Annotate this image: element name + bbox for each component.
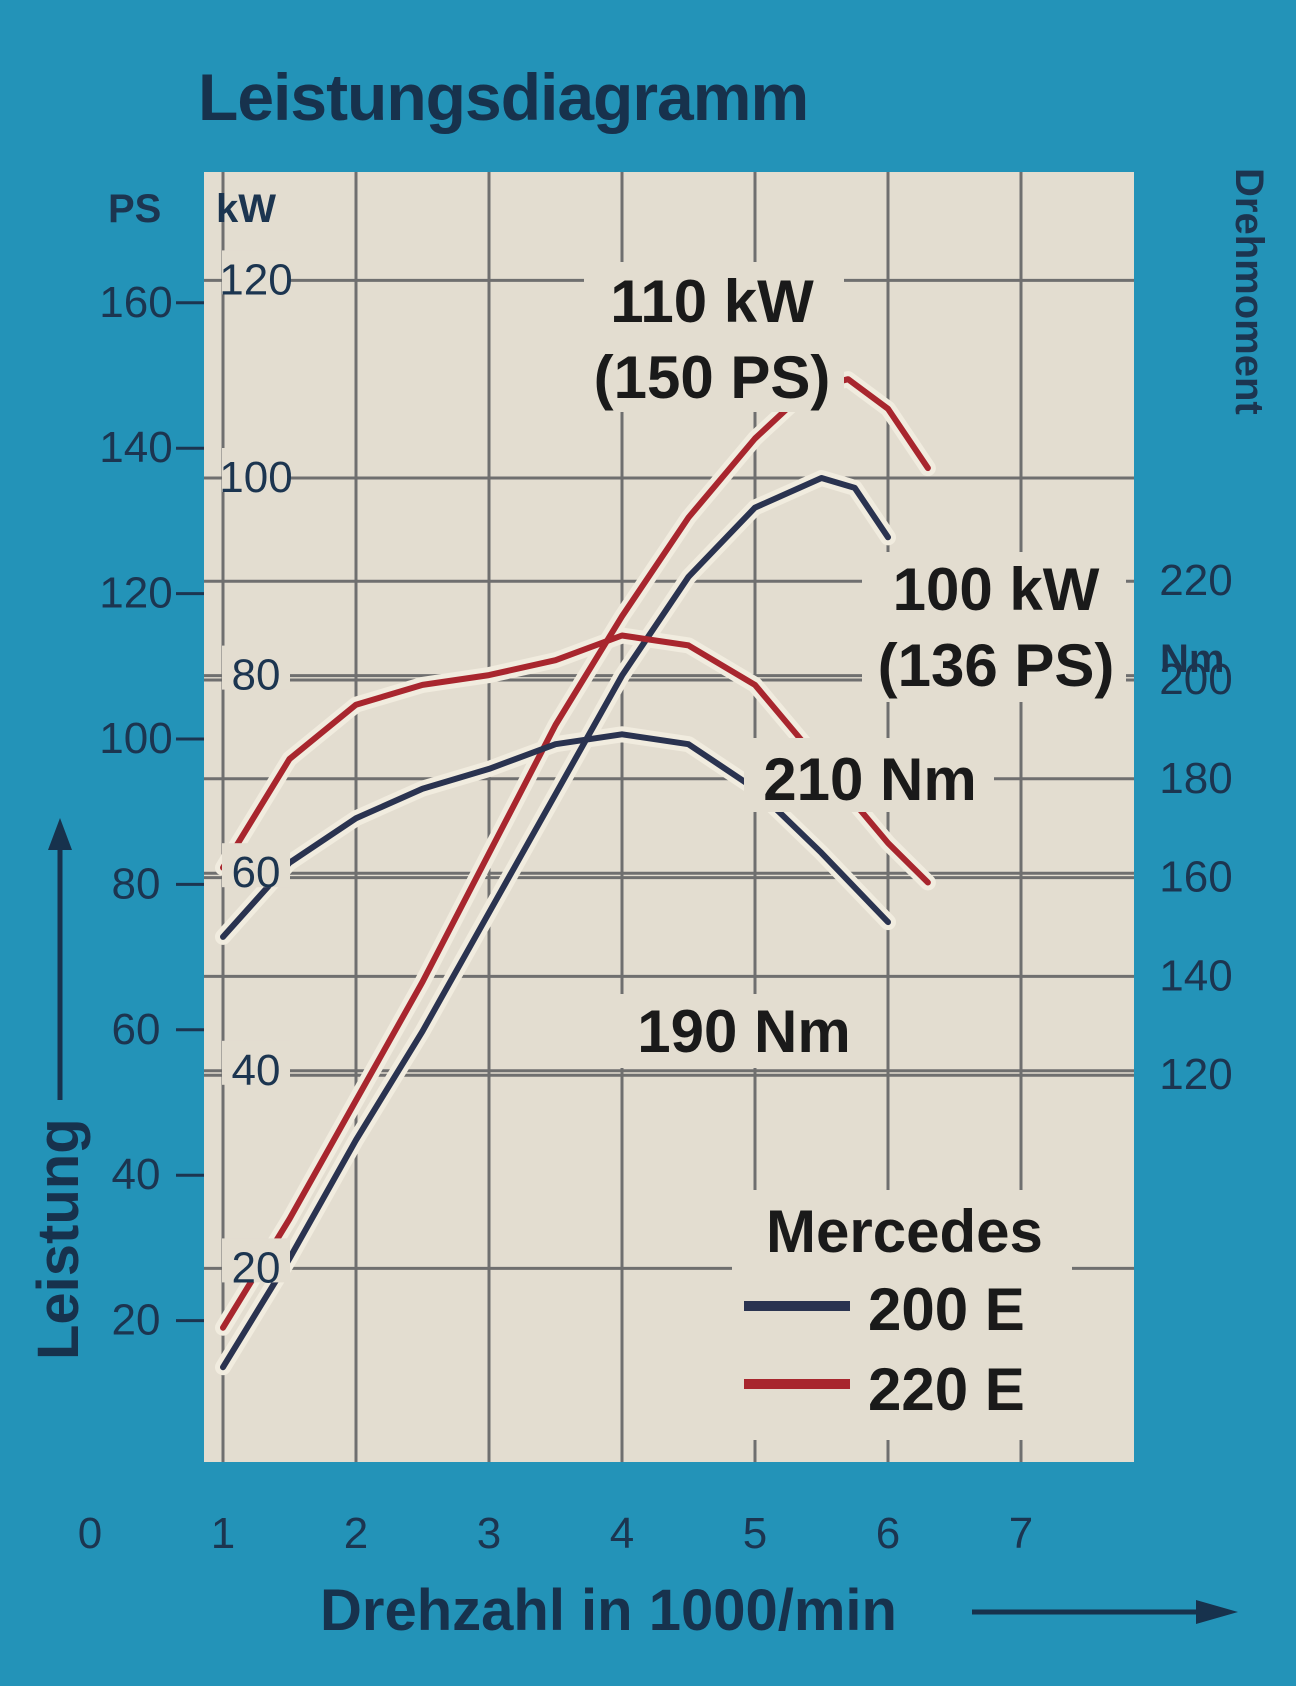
x-axis-label: Drehzahl in 1000/min <box>320 1578 897 1643</box>
chart-title: Leistungsdiagramm <box>198 60 808 134</box>
kw-tick-label: 100 <box>219 453 292 502</box>
kw-tick-label: 120 <box>219 255 292 304</box>
nm-tick-label: 160 <box>1159 853 1232 902</box>
left-axis-arrow-head <box>48 818 72 850</box>
annotation-110kw: 110 kW (150 PS) <box>584 262 844 412</box>
annotation-190nm-text: 190 Nm <box>637 998 850 1065</box>
legend: Mercedes 200 E 220 E <box>732 1190 1072 1440</box>
nm-tick-label: 120 <box>1159 1050 1232 1099</box>
ps-tick-label: 120 <box>99 569 172 618</box>
x-tick-label: 0 <box>78 1509 102 1558</box>
kw-tick-background <box>222 843 290 888</box>
kw-tick-label: 60 <box>232 848 281 897</box>
kw-tick-label: 40 <box>232 1046 281 1095</box>
nm-tick-label: 220 <box>1159 556 1232 605</box>
ps-unit-label: PS <box>108 187 161 231</box>
annotation-100kw-line2: (136 PS) <box>878 632 1115 699</box>
nm-tick-label: 200 <box>1159 655 1232 704</box>
annotation-190nm: 190 Nm <box>620 994 870 1068</box>
legend-title: Mercedes <box>766 1198 1043 1265</box>
kw-unit-label: kW <box>216 187 276 231</box>
kw-tick-background <box>222 448 290 492</box>
kw-tick-label: 80 <box>232 651 281 700</box>
ps-tick-label: 160 <box>99 278 172 327</box>
x-tick-label: 5 <box>743 1509 767 1558</box>
right-axis-label: Drehmoment <box>1227 168 1271 415</box>
x-axis-arrow-head <box>1196 1600 1238 1624</box>
annotation-110kw-line1: 110 kW <box>610 268 814 335</box>
ps-tick-label: 140 <box>99 423 172 472</box>
x-tick-label: 3 <box>477 1509 501 1558</box>
x-tick-label: 2 <box>344 1509 368 1558</box>
ps-tick-label: 20 <box>112 1296 161 1345</box>
x-tick-label: 6 <box>876 1509 900 1558</box>
nm-tick-label: 180 <box>1159 754 1232 803</box>
kw-tick-label: 20 <box>232 1243 281 1292</box>
x-tick-label: 4 <box>610 1509 634 1558</box>
ps-tick-label: 80 <box>112 859 161 908</box>
annotation-100kw-line1: 100 kW <box>893 556 1100 623</box>
x-tick-label: 7 <box>1009 1509 1033 1558</box>
left-axis-label: Leistung <box>26 1118 91 1360</box>
kw-tick-background <box>222 1238 290 1283</box>
kw-tick-background <box>222 250 290 295</box>
series-line-power_220 <box>220 376 931 1331</box>
annotation-210nm-text: 210 Nm <box>763 746 976 813</box>
annotation-110kw-line2: (150 PS) <box>594 344 831 411</box>
ps-tick-label: 60 <box>112 1005 161 1054</box>
nm-unit-label: Nm <box>1160 637 1224 681</box>
kw-tick-background <box>222 1040 290 1085</box>
nm-tick-label: 140 <box>1159 951 1232 1000</box>
ticks-layer: 0 1 2 3 4 5 6 7 20 40 60 80 100 120 20 40 60 80 100 120 140 1… <box>78 250 1233 1558</box>
legend-label-200e: 200 E <box>868 1276 1025 1343</box>
ps-tick-label: 100 <box>99 714 172 763</box>
series-line-power_200 <box>220 475 891 1371</box>
legend-label-220e: 220 E <box>868 1356 1025 1423</box>
ps-tick-label: 40 <box>112 1150 161 1199</box>
annotation-210nm: 210 Nm <box>744 738 994 813</box>
annotation-100kw: 100 kW (136 PS) <box>862 552 1126 702</box>
x-tick-label: 1 <box>211 1509 235 1558</box>
kw-tick-background <box>222 645 290 690</box>
